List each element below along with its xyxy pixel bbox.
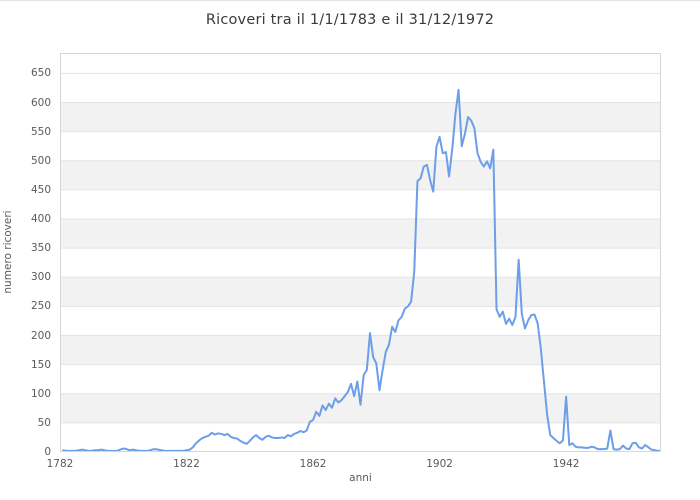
y-tick-label: 600 [30,96,51,109]
y-tick-label: 650 [30,67,51,80]
x-tick-label: 1942 [552,458,580,470]
grid-band [60,277,661,307]
x-tick-label: 1862 [299,458,327,470]
y-tick-label: 0 [44,446,51,458]
grid-band [60,335,661,365]
x-tick-label: 1822 [173,458,200,470]
grid-band [60,160,661,190]
plot-border [60,53,661,452]
data-line [62,88,661,452]
y-tick-label: 500 [30,154,51,167]
y-tick-label: 400 [30,213,51,225]
y-tick-label: 450 [30,183,51,196]
y-tick-label: 300 [30,271,51,284]
x-axis-tick-labels: 1782 1822 1862 1902 1942 [0,458,700,472]
x-axis-title: anni [349,472,372,484]
y-tick-label: 150 [30,358,51,371]
y-tick-label: 250 [30,300,51,313]
y-tick-label: 50 [37,416,51,429]
x-tick-label: 1902 [426,458,453,470]
grid-band [60,102,661,132]
grid-band [60,219,661,249]
y-axis-tick-labels: 0 50 100 150 200 250 300 350 400 450 500 550 600 650 [0,1,60,500]
y-tick-label: 200 [30,329,51,342]
y-tick-label: 100 [30,387,51,400]
x-tick-label: 1782 [46,458,74,470]
y-tick-label: 350 [30,242,51,255]
plot-container [60,53,661,452]
y-tick-label: 550 [30,125,51,138]
y-axis-title: numero ricoveri [2,210,14,294]
plot-area [60,53,661,452]
chart-title: Ricoveri tra il 1/1/1783 e il 31/12/1972 [205,12,495,28]
